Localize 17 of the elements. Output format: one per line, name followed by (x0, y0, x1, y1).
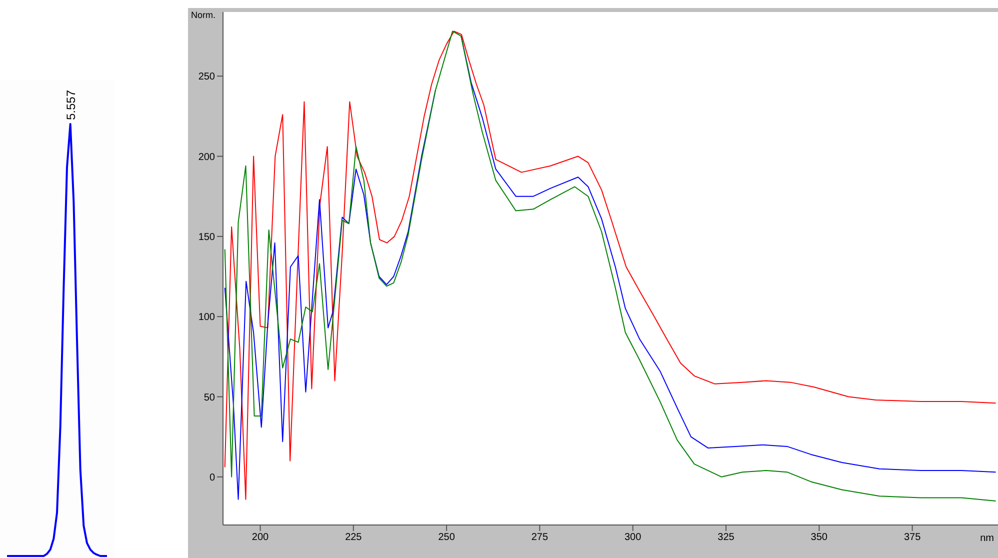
y-tick-label: 150 (198, 232, 216, 243)
x-axis-title: nm (980, 533, 994, 544)
y-tick-label: 250 (198, 72, 216, 83)
x-tick-label: 300 (624, 532, 642, 544)
x-tick-label: 325 (718, 532, 735, 544)
y-axis-title: Norm. (191, 10, 216, 20)
text: 5.557 (64, 90, 78, 120)
y-tick-label: 50 (204, 392, 216, 404)
x-tick-label: 225 (345, 532, 362, 544)
y-tick-label: 200 (198, 152, 216, 163)
y-tick-label: 100 (198, 312, 216, 324)
x-tick-label: 200 (252, 532, 270, 544)
x-tick-label: 350 (810, 532, 828, 544)
x-tick-label: 275 (531, 532, 548, 544)
y-tick-label: 0 (209, 472, 216, 484)
x-tick-label: 375 (904, 532, 922, 544)
x-tick-label: 250 (438, 532, 456, 544)
